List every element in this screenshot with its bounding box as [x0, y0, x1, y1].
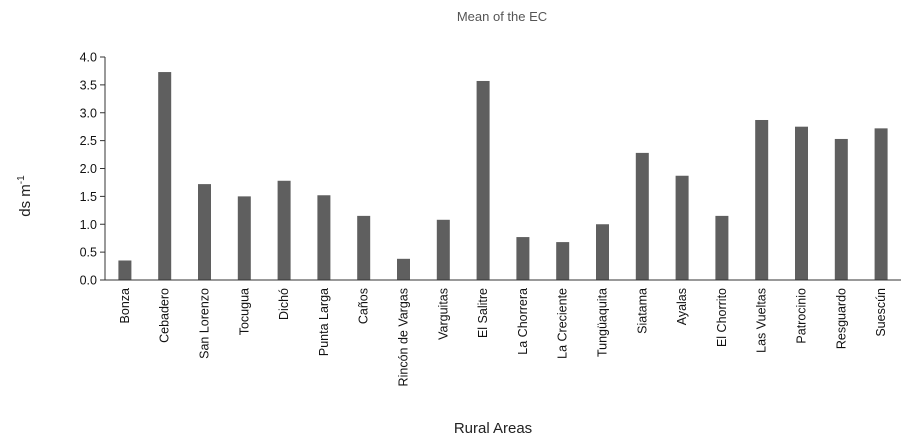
bar: [118, 260, 132, 280]
bar: [834, 138, 848, 280]
x-category-label: El Chorrito: [715, 288, 729, 347]
bar: [715, 215, 729, 280]
x-category-label: Bonza: [118, 288, 132, 323]
y-axis-ticks: 0.0 0.5 1.0 1.5 2.0 2.5 3.0 3.5 4.0: [80, 51, 105, 288]
x-category-label: Resguardo: [834, 288, 848, 349]
y-tick-label: 3.0: [80, 106, 97, 120]
x-category-label: Punta Larga: [317, 288, 331, 356]
bar: [436, 219, 450, 280]
bars-group: [118, 72, 888, 281]
bar: [237, 196, 251, 280]
bar: [635, 152, 649, 280]
x-axis-label: Rural Areas: [454, 420, 532, 437]
y-axis-label-superscript: -1: [16, 175, 27, 184]
y-tick-label: 2.0: [80, 162, 97, 176]
bar: [397, 258, 410, 280]
x-category-label: San Lorenzo: [198, 288, 212, 359]
bar: [357, 215, 371, 280]
x-category-label: Ayalas: [675, 288, 689, 325]
bar: [675, 175, 689, 280]
bar: [556, 242, 570, 280]
bar: [596, 224, 609, 280]
x-category-label: Varguitas: [436, 288, 450, 340]
x-category-label: Dichó: [277, 288, 291, 320]
bar: [158, 72, 172, 281]
y-tick-label: 3.5: [80, 78, 97, 92]
x-category-label: Tocugua: [237, 288, 251, 335]
x-category-label: La Chorrera: [516, 288, 530, 355]
bar: [277, 180, 291, 280]
bar: [476, 80, 490, 280]
x-category-label: Suescún: [874, 288, 888, 337]
bar: [198, 184, 211, 280]
bar: [874, 128, 888, 280]
y-tick-label: 0.0: [80, 274, 97, 288]
x-category-label: Patrocinio: [795, 288, 809, 344]
y-tick-label: 1.0: [80, 218, 97, 232]
x-category-label: Las Vueltas: [755, 288, 769, 353]
chart-title: Mean of the EC: [457, 9, 547, 24]
x-category-label: Tungüaquita: [596, 288, 610, 357]
x-category-label: El Salitre: [476, 288, 490, 338]
y-axis-label: ds m-1: [16, 175, 34, 217]
y-tick-label: 0.5: [80, 246, 97, 260]
bar: [516, 237, 530, 280]
x-category-label: Siatama: [635, 288, 649, 334]
bar: [317, 195, 331, 280]
bar: [755, 119, 769, 280]
x-category-label: La Creciente: [556, 288, 570, 359]
y-axis-label-text: ds m: [17, 184, 34, 217]
y-tick-label: 2.5: [80, 134, 97, 148]
x-category-label: Cebadero: [158, 288, 172, 343]
bar: [795, 126, 808, 280]
x-category-label: Rincón de Vargas: [397, 288, 411, 386]
y-tick-label: 1.5: [80, 190, 97, 204]
x-category-label: Caños: [357, 288, 371, 324]
category-labels: Bonza Cebadero San Lorenzo Tocugua Dichó Punt…: [118, 288, 888, 386]
y-tick-label: 4.0: [80, 51, 97, 65]
